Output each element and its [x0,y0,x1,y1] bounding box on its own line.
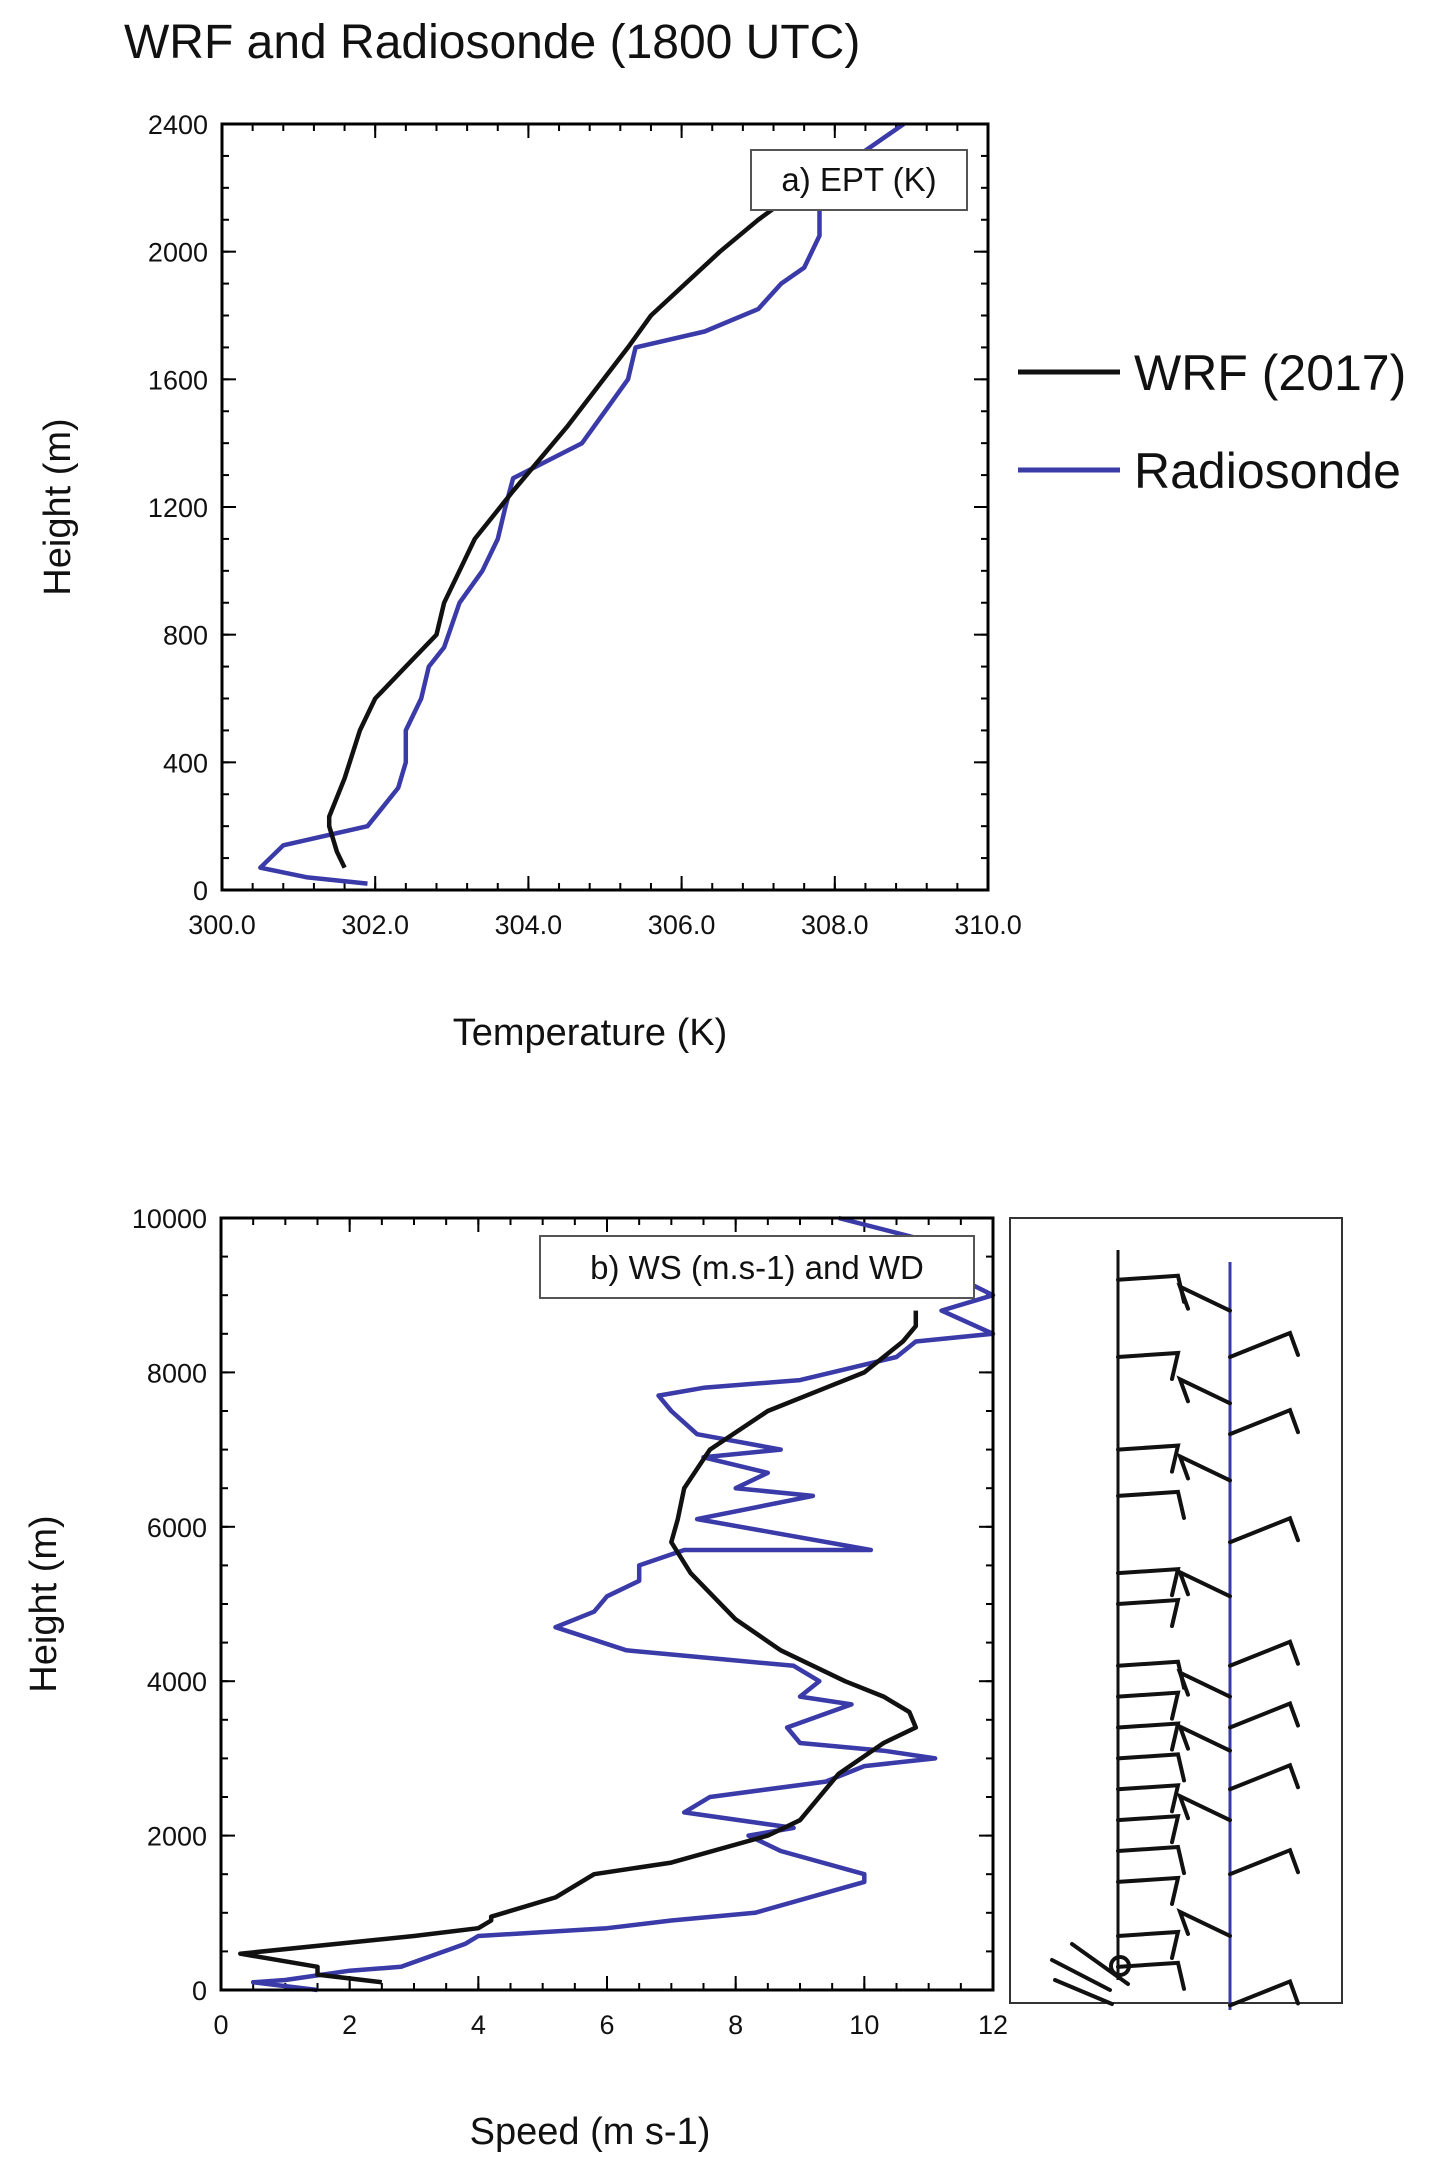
panel-b-label: b) WS (m.s-1) and WD [590,1249,924,1286]
panel-b-1-xtick-label: 10 [849,2010,879,2040]
panel-b-1-xtick-label: 0 [213,2010,228,2040]
panel-b-1-ytick-label: 4000 [147,1667,207,1697]
panel-a-0-series-radiosonde [258,122,905,886]
wind-barb-wrf [1116,1844,1186,1876]
panel-b-1-series-wrf [238,1310,919,1985]
panel-b-1-ytick-label: 2000 [147,1822,207,1852]
panel-a-0-ytick-label: 2400 [148,110,208,140]
wind-barb-radiosonde [1228,1330,1300,1359]
panel-a-chart: 300.0 302.0 304.0 306.0 308.0 310.0 0 400 800 120… [37,110,1022,1054]
wind-barb-radiosonde [1176,1722,1232,1753]
wind-barb-radiosonde [1228,1515,1300,1545]
panel-b-1-xtick-label: 2 [342,2010,357,2040]
panel-b-1-xtick-label: 8 [728,2010,743,2040]
panel-a-0-series-wrf [326,195,791,869]
wind-barb-radiosonde [1176,1282,1232,1313]
panel-b-frame [219,1216,995,1992]
figure-title: WRF and Radiosonde (1800 UTC) [124,16,860,69]
wind-barbs [1050,1273,1300,2008]
panel-b-1-ytick-label: 0 [192,1976,207,2006]
panel-a-0-xtick-label: 304.0 [495,910,563,940]
wind-barb-wrf [1116,1813,1181,1845]
panel-a-0-xtick-label: 310.0 [954,910,1022,940]
panel-b-1-xtick-label: 6 [599,2010,614,2040]
wind-barb-wrf [1116,1929,1181,1960]
panel-b-1-series-radiosonde [250,1215,996,1993]
wind-barb-panel [1009,1217,1343,2010]
panel-a-ticks: 300.0 302.0 304.0 306.0 308.0 310.0 0 400 800 120… [148,110,1022,940]
calm-wind-circle [1109,1955,1131,1977]
wind-barb-radiosonde [1228,1639,1300,1668]
wind-barb-radiosonde [1228,1847,1300,1877]
panel-b-1-ytick-label: 8000 [147,1358,207,1388]
wind-barb-wrf [1116,1752,1186,1783]
wind-barb-wrf [1116,1350,1181,1381]
wind-barb-wrf [1116,1597,1181,1628]
panel-a-0-xtick-label: 302.0 [341,910,409,940]
wind-barb-wrf [1116,1960,1186,1991]
panel-b-1-xtick-label: 4 [471,2010,486,2040]
panel-a-0-ytick-label: 1200 [148,493,208,523]
panel-a-lines [258,122,905,886]
panel-a-label: a) EPT (K) [781,161,936,198]
panel-b-ylabel: Height (m) [23,1515,65,1692]
panel-b-label-frame [539,1235,975,1299]
wind-barb-wrf [1116,1875,1181,1906]
panel-a-0-ytick-label: 0 [193,876,208,906]
wind-barb-radiosonde [1176,1668,1232,1699]
panel-b-xlabel: Speed (m s-1) [470,2111,711,2153]
panel-a-0-ytick-label: 800 [163,621,208,651]
wind-barb-radiosonde [1228,1700,1300,1730]
legend-label-wrf: WRF (2017) [1134,345,1406,401]
wind-barb-wrf [1116,1690,1181,1721]
panel-a-0-xtick-label: 308.0 [801,910,869,940]
panel-a-ylabel: Height (m) [37,418,79,595]
panel-b-label-box: b) WS (m.s-1) and WD [539,1235,975,1299]
panel-b-1-ytick-label: 10000 [132,1204,207,1234]
wind-barb-radiosonde [1176,1568,1232,1599]
panel-b-lines [238,1215,996,1993]
panel-b-chart: 0 2 4 6 8 10 12 0 2000 4000 6000 8000 10000 b) WS (m… [23,1204,1008,2153]
panel-a-label-box: a) EPT (K) [750,149,968,211]
wind-barb-wrf [1116,1443,1181,1474]
panel-a-label-frame [750,149,968,211]
legend: WRF (2017) Radiosonde [1018,345,1406,499]
wind-barb-radiosonde [1228,1407,1300,1437]
panel-a-0-xtick-label: 300.0 [188,910,256,940]
wind-barb-radiosonde [1176,1375,1232,1406]
wind-barb-radiosonde [1176,1908,1232,1938]
panel-a-0-ytick-label: 400 [163,748,208,778]
wind-barb-radiosonde [1228,1978,1300,2008]
wind-barb-wrf-surface [1050,1942,1130,2006]
wind-barb-radiosonde [1176,1452,1232,1483]
wind-barb-wrf [1116,1489,1186,1520]
wind-barb-radiosonde [1176,1792,1232,1823]
legend-label-radiosonde: Radiosonde [1134,443,1401,499]
panel-a-frame [220,122,990,892]
panel-b-1-ytick-label: 6000 [147,1513,207,1543]
wind-barb-wrf [1116,1783,1181,1814]
panel-a-0-xtick-label: 306.0 [648,910,716,940]
panel-a-0-ytick-label: 1600 [148,365,208,395]
panel-a-0-ytick-label: 2000 [148,238,208,268]
wind-barb-radiosonde [1228,1762,1300,1792]
panel-b-1-xtick-label: 12 [978,2010,1008,2040]
panel-a-xlabel: Temperature (K) [453,1012,728,1054]
